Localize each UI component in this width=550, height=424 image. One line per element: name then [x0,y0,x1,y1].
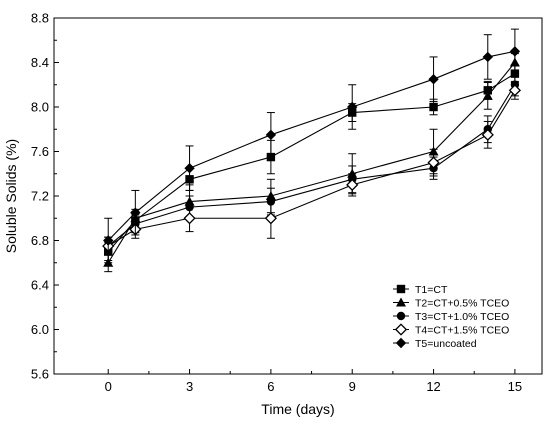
legend-label: T5=uncoated [415,338,477,350]
data-point [509,46,521,57]
x-tick-label: 15 [508,379,522,394]
legend-marker [396,311,406,321]
data-point [103,235,114,246]
data-point [264,212,278,225]
x-axis-title: Time (days) [261,401,334,417]
data-point [184,162,195,174]
data-point [508,84,522,97]
x-tick-label: 12 [426,379,440,394]
legend-marker [395,337,407,349]
data-point [427,156,440,169]
data-point [130,207,141,218]
y-tick-label: 8.0 [31,100,49,115]
legend-label: T3=CT+1.0% TCEO [415,311,509,323]
data-point [428,73,439,85]
series-1 [104,64,520,262]
series-line [107,84,516,247]
y-tick-label: 7.2 [31,189,49,204]
series-layer [102,28,522,273]
x-tick-label: 0 [105,379,112,394]
data-point [183,212,196,225]
data-point [429,102,438,112]
y-tick-label: 5.6 [31,367,49,382]
series-4 [102,80,522,256]
data-point [346,178,359,191]
y-tick-label: 6.0 [31,322,49,337]
legend-label: T4=CT+1.5% TCEO [415,325,509,337]
x-axis: 0 3 6 9 12 15 [105,369,522,394]
data-point [481,128,494,141]
series-line [107,90,516,247]
legend-item: T4=CT+1.5% TCEO [393,323,509,337]
y-tick-label: 6.4 [31,278,49,293]
y-tick-label: 7.6 [31,144,49,159]
series-2 [103,53,520,273]
legend-marker [396,284,406,294]
y-tick-label: 8.4 [31,55,49,70]
x-tick-label: 6 [267,379,274,394]
series-line [107,62,516,264]
legend-marker [396,297,406,307]
legend-item: T1=CT [393,284,448,296]
x-tick-label: 3 [186,379,193,394]
legend-label: T2=CT+0.5% TCEO [415,298,509,310]
x-tick-label: 9 [349,379,356,394]
y-tick-label: 8.8 [31,11,49,26]
legend-label: T1=CT [415,284,448,296]
y-tick-label: 6.8 [31,233,49,248]
y-axis: 5.6 6.0 6.4 6.8 7.2 7.6 8.0 8.4 8.8 [31,11,59,382]
legend-item: T5=uncoated [393,337,477,350]
data-point [347,101,358,113]
legend-marker [394,323,408,336]
data-point [265,129,277,141]
series-line [107,73,516,252]
y-axis-title: Soluble Solids (%) [3,139,19,253]
series-line [107,50,515,241]
data-point [482,51,493,63]
legend-item: T3=CT+1.0% TCEO [393,311,509,323]
series-5 [103,28,521,264]
data-point [482,90,493,100]
legend-item: T2=CT+0.5% TCEO [393,297,509,310]
series-3 [104,73,520,256]
